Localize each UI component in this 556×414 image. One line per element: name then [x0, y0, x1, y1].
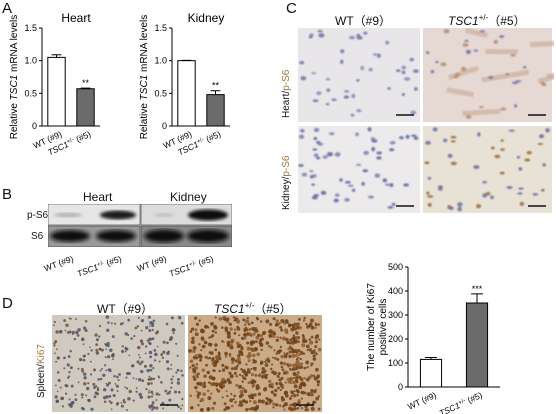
d-micrographs	[52, 315, 322, 412]
c-col-tsc-sup: +/-	[478, 13, 489, 22]
panel-label-a: A	[2, 0, 13, 17]
c-heart-tsc-image	[423, 28, 552, 122]
bar	[177, 60, 196, 127]
blot-lane-label: WT (#9)	[136, 253, 168, 273]
blot-row-ps6: p-S6	[27, 210, 49, 221]
panel-label-b: B	[2, 186, 13, 203]
band-kidney-wt-s6	[144, 229, 184, 243]
y-axis-label: Relative TSC1 mRNA levels	[139, 15, 150, 139]
y-tick-label: 1.0	[24, 56, 37, 66]
y-tick-label: 500	[388, 262, 403, 272]
d-col-tsc-sup: +/-	[244, 301, 255, 310]
significance-mark: ***	[472, 284, 483, 294]
d-row-spleen-stain: Ki67	[36, 344, 47, 365]
y-tick-label: 1.0	[154, 56, 167, 66]
western-blot	[48, 204, 232, 247]
d-col-wt: WT（#9）	[97, 302, 154, 316]
blot-kidney-label: Kidney	[170, 190, 207, 204]
blot-row-s6: S6	[31, 231, 44, 242]
y-tick-label: 0.5	[154, 88, 167, 98]
c-micrographs	[298, 28, 554, 213]
panel-a-charts: 00.51.01.5WT (#9)**TSC1+/- (#5)HeartRela…	[9, 11, 230, 157]
kidney-mrna-chart: 00.51.01.5WT (#9)**TSC1+/- (#5)KidneyRel…	[139, 11, 230, 157]
y-tick-label: 0	[32, 121, 37, 131]
d-spleen-wt-image	[52, 315, 185, 412]
x-category-label: TSC1+/- (#5)	[438, 390, 484, 414]
band-heart-tsc-s6	[96, 230, 136, 242]
band-heart-wt-ps6	[54, 212, 82, 218]
chart-title: Heart	[61, 11, 91, 25]
bar	[465, 302, 489, 388]
c-row-kidney: Kidney/p-S6	[281, 156, 292, 210]
bar	[47, 56, 66, 127]
bar	[76, 88, 95, 127]
y-tick-label: 0	[398, 382, 403, 392]
panel-label-d: D	[2, 295, 13, 312]
bar	[206, 94, 225, 127]
bar	[419, 358, 443, 388]
band-kidney-tsc-s6	[187, 229, 229, 243]
d-ki67-chart-svg: 0 100 200 300 400 500 WT (#9) *** TSC1+/- (#5) Th…	[366, 262, 500, 414]
blot-heart-ps6-strip	[48, 204, 141, 226]
x-category-label: WT (#9)	[406, 390, 438, 412]
c-heart-wt-image	[298, 28, 420, 122]
heart-mrna-chart: 00.51.01.5WT (#9)**TSC1+/- (#5)HeartRela…	[9, 11, 100, 157]
c-row-heart-tissue: Heart/	[281, 90, 292, 118]
d-row-spleen-tissue: Spleen/	[36, 364, 47, 398]
c-col-wt: WT（#9）	[335, 14, 392, 28]
blot-lane-label: TSC1+/- (#5)	[76, 253, 123, 278]
blot-lane-label: WT (#9)	[43, 253, 75, 273]
c-col-tsc: TSC1+/-（#5）	[448, 12, 526, 29]
d-col-tsc: TSC1+/-（#5）	[214, 300, 292, 317]
blot-lane-labels: WT (#9) TSC1+/- (#5) WT (#9) TSC1+/- (#5)	[43, 253, 215, 278]
significance-mark: **	[82, 78, 90, 88]
panel-label-c: C	[286, 0, 297, 17]
c-row-kidney-tissue: Kidney/	[281, 176, 292, 210]
d-row-spleen: Spleen/Ki67	[36, 344, 47, 398]
y-tick-label: 200	[388, 334, 403, 344]
c-col-tsc-gene: TSC1	[448, 14, 479, 28]
y-tick-label: 0.5	[24, 88, 37, 98]
y-tick-label: 1.5	[154, 23, 167, 33]
band-heart-wt-s6	[50, 230, 90, 242]
band-kidney-tsc-ps6	[188, 209, 228, 221]
y-tick-label: 300	[388, 310, 403, 320]
ki67-positive-cells-chart: 0 100 200 300 400 500 WT (#9) *** TSC1+/- (#5) Th…	[366, 262, 500, 414]
y-tick-label: 100	[388, 358, 403, 368]
c-kidney-tsc-image	[423, 126, 552, 213]
y-tick-label: 1.5	[24, 23, 37, 33]
band-heart-tsc-ps6	[100, 210, 136, 220]
c-kidney-wt-image	[298, 126, 420, 213]
blot-heart-label: Heart	[83, 190, 113, 204]
chart-title: Kidney	[188, 11, 225, 25]
c-row-kidney-stain: p-S6	[281, 155, 292, 177]
c-col-tsc-post: （#5）	[488, 14, 526, 28]
y-tick-label: 0	[162, 121, 167, 131]
c-row-heart-stain: p-S6	[281, 69, 292, 91]
y-axis-label: Relative TSC1 mRNA levels	[9, 15, 20, 139]
d-col-tsc-post: （#5）	[254, 302, 292, 316]
d-col-tsc-gene: TSC1	[214, 302, 245, 316]
blot-lane-label: TSC1+/- (#5)	[168, 253, 215, 278]
y-axis-label-line-1: The number of Ki67	[366, 283, 377, 371]
band-kidney-wt-ps6	[154, 213, 174, 217]
c-row-heart: Heart/p-S6	[281, 70, 292, 118]
y-tick-label: 400	[388, 286, 403, 296]
significance-mark: **	[212, 81, 220, 91]
y-axis-label-line-2: positive cells	[378, 299, 389, 356]
